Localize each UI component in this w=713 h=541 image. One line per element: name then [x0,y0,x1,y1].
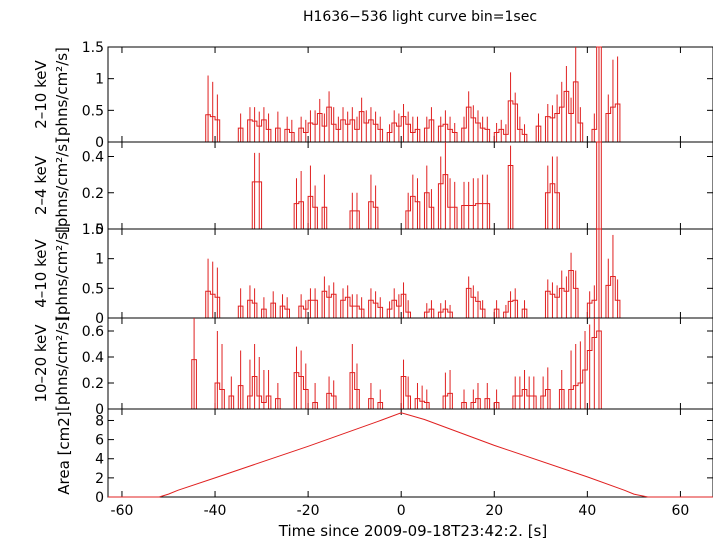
y-tick-label: 0 [95,222,104,238]
y-tick-label: 6 [95,433,104,449]
x-tick-label: 60 [672,503,690,519]
chart-title: H1636−536 light curve bin=1sec [303,9,537,25]
x-tick-label: -20 [297,503,320,519]
panel-2-10keV: 0 0.5 1 1.5 2–10 keV [phns/cm²/s] [32,40,713,151]
panel-frame [107,408,713,498]
histogram-line [108,46,713,143]
y-tick-label: 0.6 [82,324,104,340]
panel-4-10keV: 0 0.5 1 1.5 4–10 keV [phns/cm²/s] [32,222,713,327]
y-tick-label: 8 [95,413,104,429]
y-tick-label: 0 [95,490,104,506]
y-tick-label: 1 [95,72,104,88]
y-tick-label: 1.5 [82,222,104,238]
y-tick-label: 0 [95,311,104,327]
panel-10-20keV: 0 0.2 0.4 0.6 10–20 keV [phns/cm²/s] [32,316,713,418]
y-tick-label: 0.5 [82,103,104,119]
y-tick-label: 1 [95,252,104,268]
panel-frame [107,228,713,319]
x-tick-label: -40 [204,503,227,519]
effective-area-curve [108,412,713,498]
x-tick-label: -60 [111,503,134,519]
x-tick-label: 20 [485,503,503,519]
y-tick-label: 0.2 [82,376,104,392]
y-axis-label: 2–10 keV [32,59,50,128]
panel-area: 0 2 4 6 8 Area [cm2] [55,408,713,506]
y-tick-label: 4 [95,452,104,468]
y-tick-label: 0.2 [82,186,104,202]
histogram-line [108,228,713,319]
panel-frame [107,141,713,230]
panel-2-4keV: 0 0.2 0.4 2–4 keV [phns/cm²/s] [32,138,713,238]
y-axis-label: [phns/cm²/s] [53,226,71,321]
x-axis-label: Time since 2009-09-18T23:42:2. [s] [278,522,547,540]
panel-frame [107,317,713,410]
x-tick-label: 0 [397,503,406,519]
y-axis-label: [phns/cm²/s] [53,138,71,233]
y-tick-label: 2 [95,471,104,487]
y-axis-label: [phns/cm²/s] [53,47,71,142]
y-axis-label: 2–4 keV [32,155,50,215]
y-tick-label: 0.5 [82,281,104,297]
histogram-line [108,330,713,410]
y-tick-label: 0.4 [82,350,104,366]
histogram-line [108,141,713,230]
y-axis-label: Area [cm2] [55,411,73,494]
panels: 00.511.52–10 keV [phns/cm²/s]00.20.42–4 k… [32,40,713,519]
y-axis-label: 4–10 keV [32,238,50,307]
y-tick-label: 0 [95,402,104,418]
y-axis-label: [phns/cm²/s] [53,316,71,411]
y-tick-label: 0.4 [82,150,104,166]
y-tick-label: 1.5 [82,40,104,56]
y-axis-label: 10–20 keV [32,324,50,403]
y-tick-label: 0 [95,135,104,151]
x-tick-label: 40 [578,503,596,519]
